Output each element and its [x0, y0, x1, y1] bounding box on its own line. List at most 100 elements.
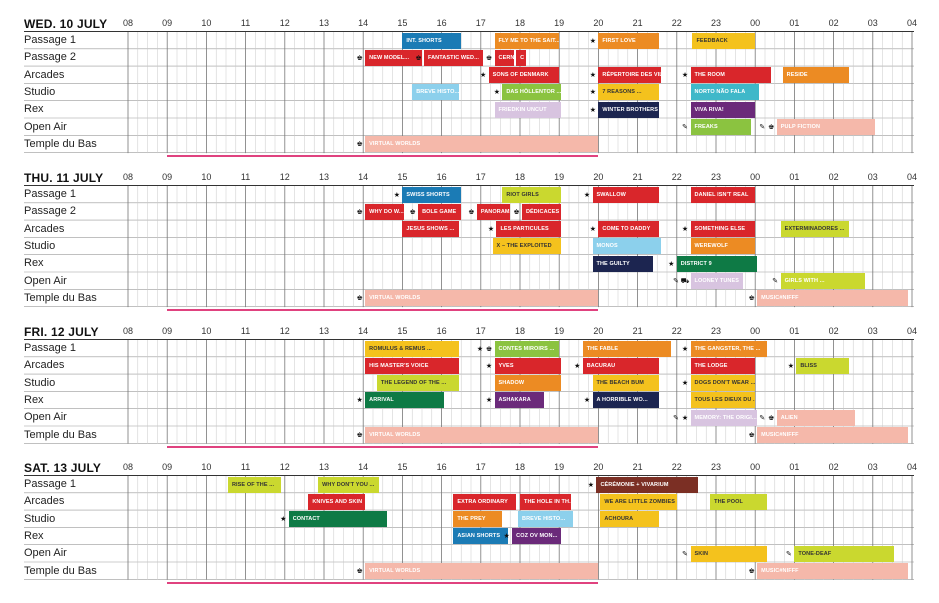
- screening-block[interactable]: LES PARTICULES: [496, 221, 562, 238]
- screening-block[interactable]: WHY DON'T YOU ...: [318, 476, 379, 493]
- screening-block[interactable]: KNIVES AND SKIN: [308, 493, 366, 510]
- screening-block[interactable]: THE LODGE: [690, 357, 756, 374]
- hour-label: 13: [318, 18, 330, 28]
- screening-block[interactable]: SONS OF DENMARK: [488, 67, 560, 84]
- hour-label: 19: [554, 462, 565, 472]
- screening-block[interactable]: THE POOL: [710, 493, 767, 510]
- screening-block[interactable]: VIRTUAL WORLDS: [365, 563, 599, 579]
- screening-block[interactable]: FIRST LOVE: [598, 32, 660, 49]
- venue-label: Open Air: [24, 274, 67, 287]
- screening-block[interactable]: ROMULUS & REMUS ...: [365, 340, 460, 357]
- screening-block[interactable]: THE GANGSTER, THE ...: [690, 340, 767, 357]
- screening-block[interactable]: TOUS LES DIEUX DU ...: [690, 392, 756, 409]
- screening-block[interactable]: RÉPERTOIRE DES VILLES...: [598, 67, 662, 84]
- screening-block[interactable]: NEW MODEL...: [365, 49, 422, 66]
- screening-block[interactable]: THE PREY: [453, 511, 503, 528]
- screening-block[interactable]: TONE-DEAF: [794, 545, 895, 562]
- screening-block[interactable]: A HORRIBLE WO...: [592, 392, 660, 409]
- screening-block[interactable]: BACURAU: [582, 357, 660, 374]
- screening-block[interactable]: THE HOLE IN TH...: [520, 493, 571, 510]
- screening-block[interactable]: SOMETHING ELSE: [690, 221, 756, 238]
- ticket-icon: ✎: [682, 123, 688, 131]
- special-event-icon: ♚: [356, 140, 363, 149]
- screening-block[interactable]: VIRTUAL WORLDS: [365, 427, 599, 443]
- screening-block[interactable]: NORTO NÃO FALA: [690, 84, 760, 101]
- screening-block[interactable]: CONTES MIROIRS ...: [494, 340, 560, 357]
- screening-block[interactable]: VIRTUAL WORLDS: [365, 136, 599, 153]
- venue-label: Arcades: [24, 68, 65, 81]
- screening-block[interactable]: ALIEN: [776, 409, 856, 426]
- screening-block[interactable]: RISE OF THE ...: [227, 476, 281, 493]
- screening-block[interactable]: JESUS SHOWS ...: [402, 221, 460, 238]
- screening-block[interactable]: CERN: [494, 49, 515, 66]
- screening-block[interactable]: CÉRÉMONIE + VIVARIUM: [596, 476, 699, 493]
- screening-block[interactable]: MUSIC#NIFFF: [757, 290, 909, 307]
- screening-block[interactable]: DAS HÖLLENTOR ...: [502, 84, 562, 101]
- screening-block[interactable]: WHY DO W...: [365, 203, 405, 220]
- screening-block[interactable]: MONOS: [592, 238, 662, 255]
- screening-block[interactable]: DANIEL ISN'T REAL: [690, 186, 756, 203]
- screening-block[interactable]: VIVA RIVA!: [690, 101, 756, 118]
- screening-block[interactable]: YVES: [494, 357, 562, 374]
- screening-block[interactable]: RIOT GIRLS: [502, 186, 562, 203]
- screening-block[interactable]: DISTRICT 9: [676, 255, 758, 272]
- screening-block[interactable]: RESIDE: [782, 67, 850, 84]
- hour-label: 03: [867, 18, 878, 28]
- screening-block[interactable]: COME TO DADDY: [598, 221, 660, 238]
- screening-block[interactable]: THE GUILTY: [592, 255, 654, 272]
- screening-block[interactable]: BREVE HISTO...: [518, 511, 573, 528]
- special-event-icon: ♚: [748, 431, 755, 439]
- screening-block[interactable]: DOGS DON'T WEAR ...: [690, 375, 756, 392]
- screening-block[interactable]: ASIAN SHORTS: [453, 528, 509, 545]
- screening-block[interactable]: FREAKS: [690, 119, 752, 135]
- screening-block[interactable]: PULP FICTION: [776, 119, 875, 135]
- screening-block[interactable]: FLY ME TO THE SAIT...: [494, 32, 560, 49]
- ticket-icon: ✎: [785, 549, 792, 558]
- screening-block[interactable]: ARRIVAL: [365, 392, 444, 409]
- screening-block[interactable]: FRIEDKIN UNCUT: [494, 101, 562, 118]
- screening-block[interactable]: BLISS: [796, 357, 850, 374]
- screening-block[interactable]: CONTACT: [288, 511, 387, 528]
- screening-block[interactable]: SHADOW: [494, 375, 562, 392]
- screening-block[interactable]: FEEDBACK: [692, 32, 756, 49]
- screening-block[interactable]: MUSIC#NIFFF: [757, 563, 909, 579]
- screening-block[interactable]: LOONEY TUNES: [690, 273, 744, 289]
- screening-block[interactable]: ACHOURA: [600, 511, 660, 528]
- screening-block[interactable]: BOLE GAME: [418, 203, 462, 220]
- screening-block[interactable]: BREVE HISTO...: [412, 84, 460, 101]
- screening-block[interactable]: 7 REASONS ...: [598, 84, 660, 101]
- hour-label: 01: [789, 172, 800, 182]
- venue-label: Passage 1: [24, 342, 76, 354]
- screening-block[interactable]: SKIN: [690, 545, 767, 562]
- screening-block[interactable]: ASHAKARA: [494, 392, 544, 409]
- screening-block[interactable]: VIRTUAL WORLDS: [365, 290, 599, 307]
- screening-block[interactable]: MUSIC#NIFFF: [757, 427, 909, 443]
- screening-block[interactable]: THE ROOM: [690, 67, 771, 84]
- screening-block[interactable]: X – THE EXPLOITED: [492, 238, 562, 255]
- screening-block[interactable]: GIRLS WITH ...: [780, 273, 865, 289]
- hour-label: 21: [632, 462, 643, 472]
- hour-label: 21: [632, 326, 643, 336]
- venue-label: Arcades: [24, 359, 65, 372]
- screening-block[interactable]: DÉDICACES: [521, 203, 562, 220]
- screening-block[interactable]: COZ OV MON...: [512, 528, 562, 545]
- screening-block[interactable]: C: [516, 49, 526, 66]
- screening-block[interactable]: PANORAMA SF: [476, 203, 511, 220]
- screening-block[interactable]: MEMORY: THE ORIGI...: [690, 409, 758, 426]
- ticket-icon: ✎: [682, 549, 688, 558]
- star-icon: ★: [787, 361, 794, 370]
- screening-block[interactable]: SWISS SHORTS: [402, 186, 462, 203]
- hour-label: 18: [514, 326, 526, 336]
- screening-block[interactable]: WINTER BROTHERS: [598, 101, 660, 118]
- screening-block[interactable]: INT. SHORTS: [402, 32, 462, 49]
- screening-block[interactable]: WE ARE LITTLE ZOMBIES: [600, 493, 677, 510]
- screening-block[interactable]: THE BEACH BUM: [592, 375, 660, 392]
- screening-block[interactable]: EXTRA ORDINARY: [453, 493, 517, 510]
- screening-block[interactable]: THE LEGEND OF THE ...: [376, 375, 460, 392]
- screening-block[interactable]: WEREWOLF: [690, 238, 756, 255]
- screening-block[interactable]: EXTERMINADORES ...: [780, 221, 850, 238]
- screening-block[interactable]: FANTASTIC WED...: [423, 49, 483, 66]
- screening-block[interactable]: HIS MASTER'S VOICE: [365, 357, 460, 374]
- screening-block[interactable]: SWALLOW: [592, 186, 660, 203]
- screening-block[interactable]: THE FABLE: [582, 340, 671, 357]
